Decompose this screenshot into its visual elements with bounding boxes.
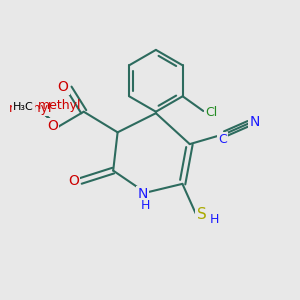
Text: H: H (210, 213, 220, 226)
Text: C: C (218, 133, 226, 146)
Text: S: S (197, 207, 206, 222)
Text: O: O (68, 174, 79, 188)
Text: N: N (137, 187, 148, 201)
Text: N: N (249, 115, 260, 129)
Text: H₃C: H₃C (13, 102, 34, 112)
Text: O: O (58, 80, 69, 94)
Text: methyl: methyl (38, 99, 82, 112)
Text: H: H (141, 199, 150, 212)
Text: methyl: methyl (8, 102, 52, 115)
Text: Cl: Cl (206, 106, 218, 119)
Text: O: O (47, 119, 58, 134)
